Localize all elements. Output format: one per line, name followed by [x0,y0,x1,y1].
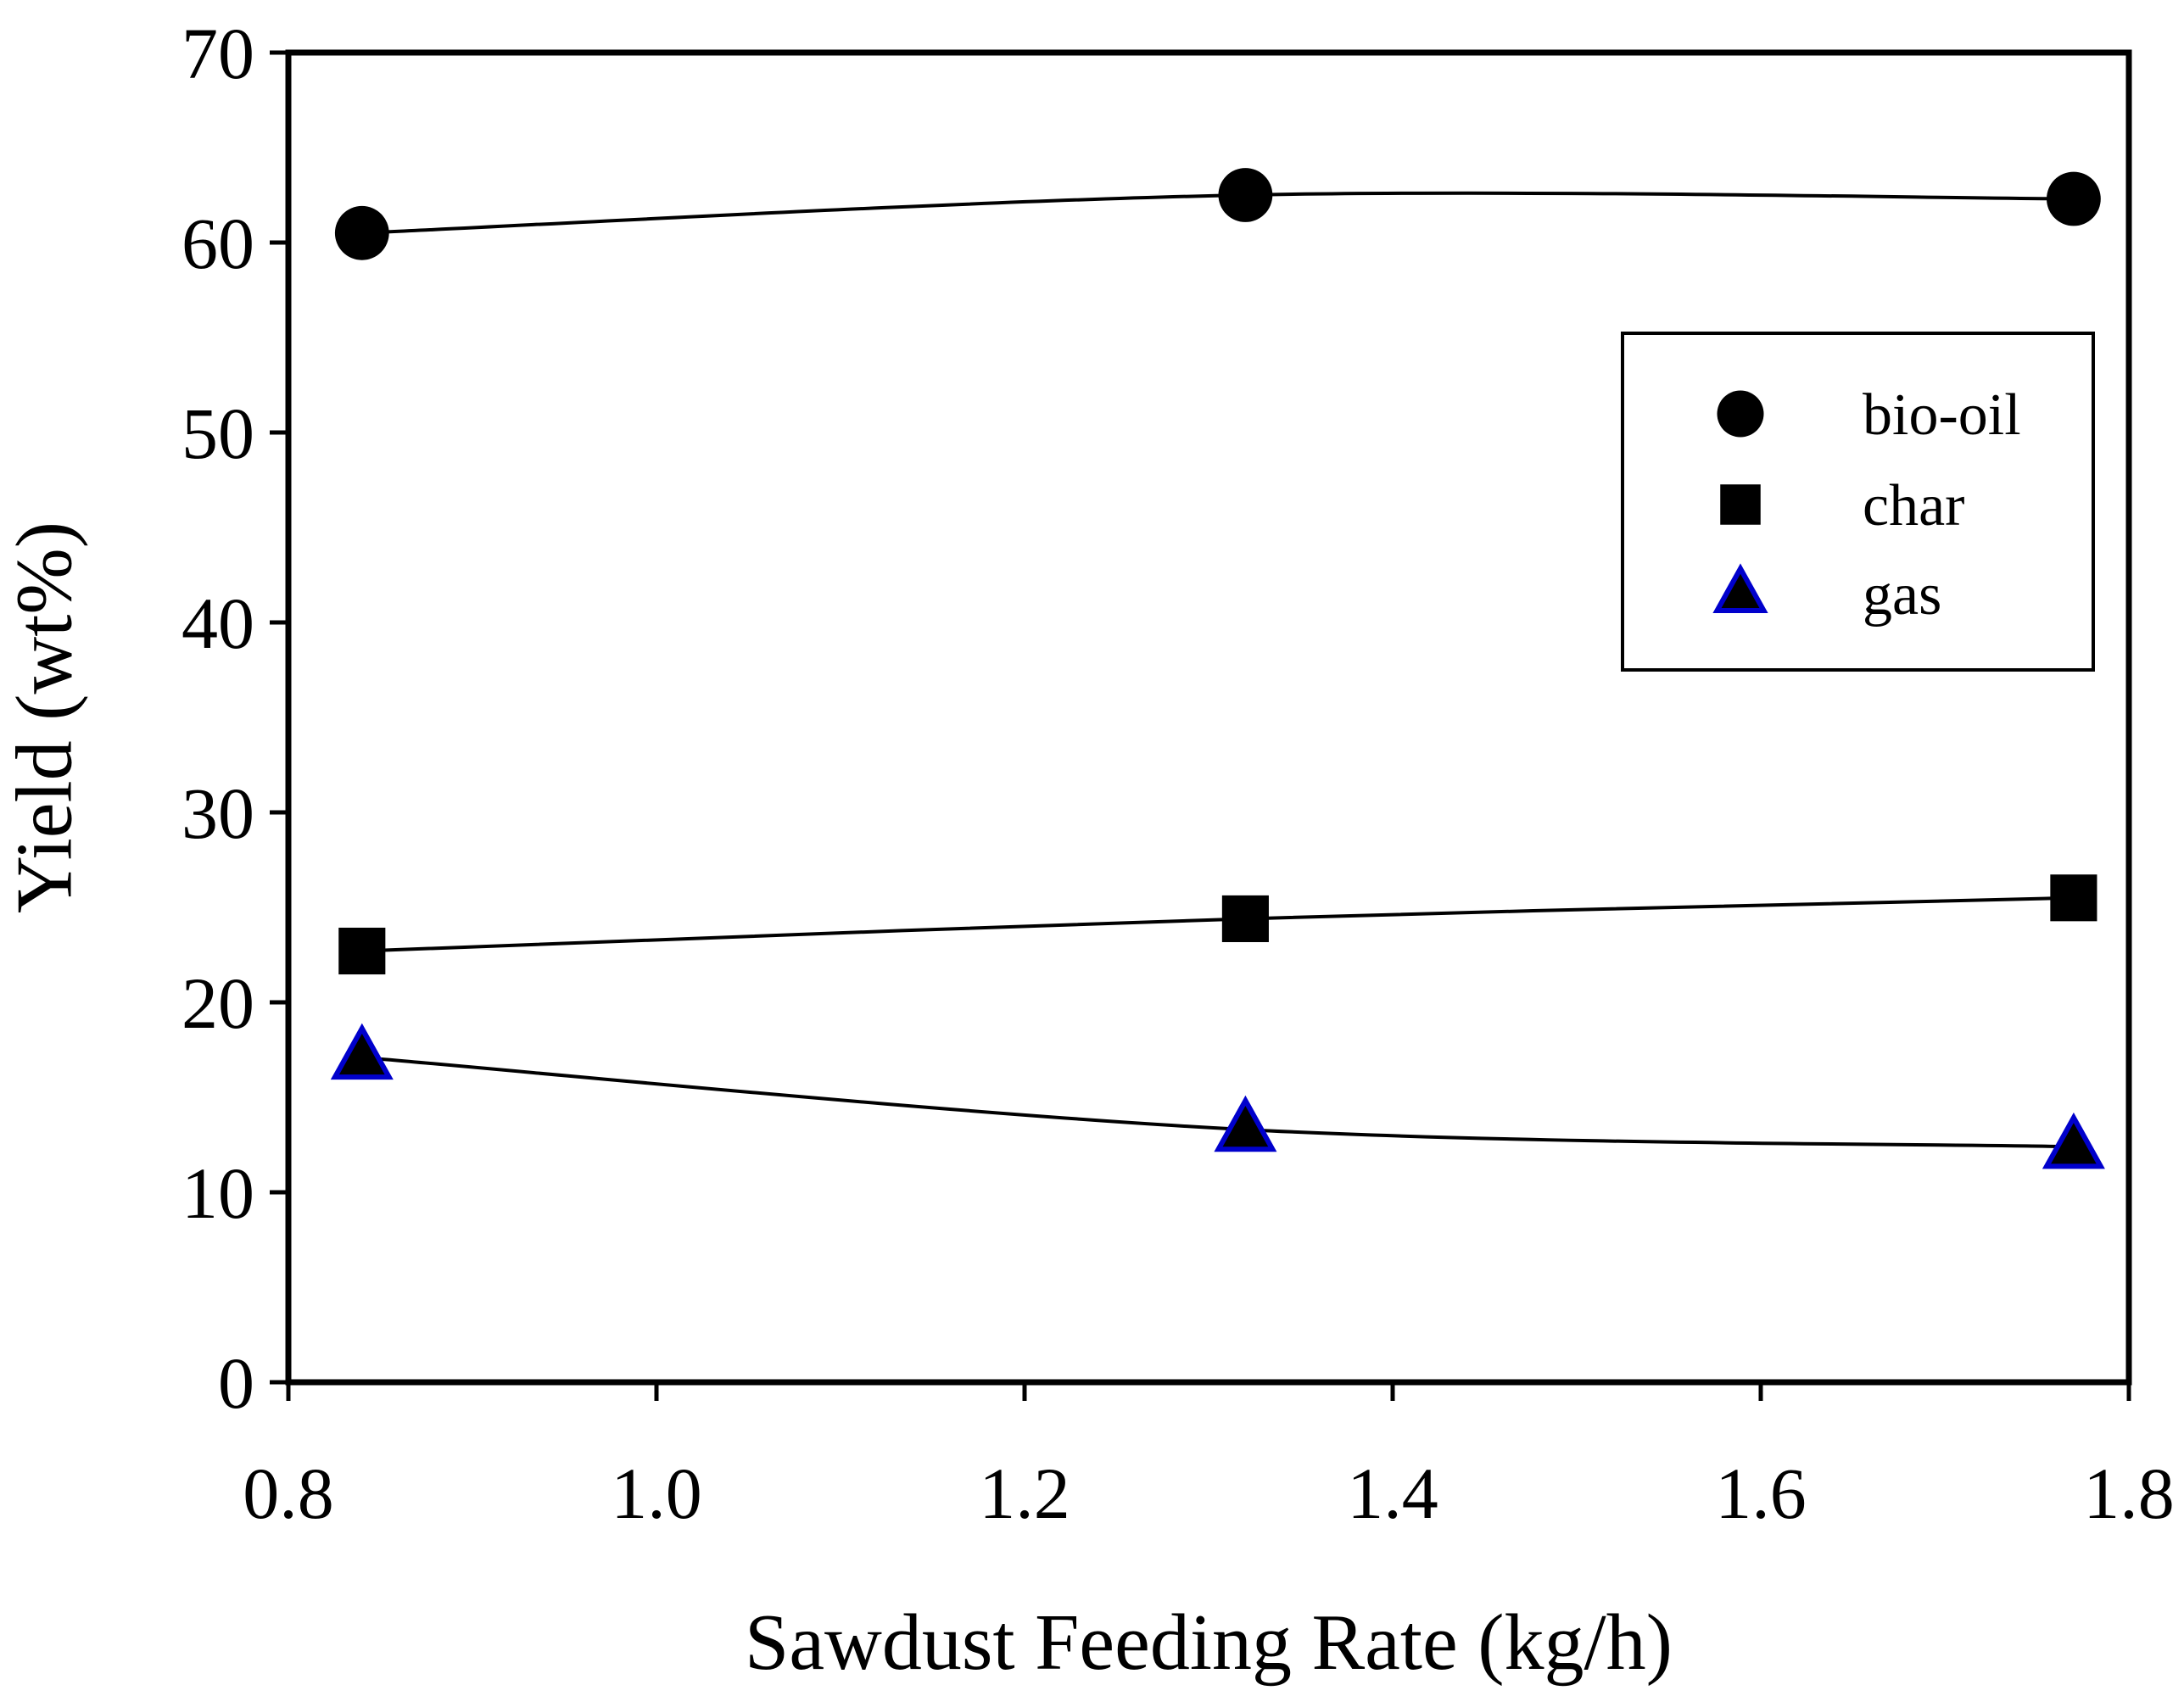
char-point-2 [2050,874,2097,922]
x-tick-label-1.8: 1.8 [2083,1453,2175,1534]
x-tick-label-1.4: 1.4 [1347,1453,1438,1534]
markers [330,168,2105,1169]
y-tick-label-50: 50 [182,393,254,474]
x-tick-label-0.8: 0.8 [243,1453,334,1534]
y-tick-label-30: 30 [182,773,254,854]
char-point-1 [1221,895,1269,942]
gas-point-1 [1214,1095,1277,1152]
legend-label-char: char [1863,473,1964,538]
legend-marker-char [1720,484,1761,525]
legend: bio-oil char gas [1621,332,2095,672]
gas-point-2 [2042,1112,2105,1169]
y-axis-title: Yield (wt%) [1,522,89,913]
y-tick-label-40: 40 [182,583,254,664]
y-tick-label-70: 70 [182,13,254,94]
x-tick-label-1.0: 1.0 [611,1453,702,1534]
legend-label-gas: gas [1863,562,1941,628]
y-tick-label-60: 60 [182,203,254,284]
bio-oil-line [361,191,2074,235]
bio-oil-point-0 [334,205,389,260]
legend-label-bio-oil: bio-oil [1863,382,2021,448]
x-tick-label-1.2: 1.2 [979,1453,1070,1534]
plot-frame [285,49,2132,1386]
x-axis-title: Sawdust Feeding Rate (kg/h) [745,1598,1673,1687]
x-tick-label-1.6: 1.6 [1715,1453,1807,1534]
y-tick-label-0: 0 [218,1342,254,1424]
gas-line [361,1055,2074,1149]
bio-oil-point-2 [2047,171,2101,226]
gas-point-0 [330,1023,394,1080]
y-tick-label-10: 10 [182,1152,254,1234]
char-line [361,895,2074,953]
char-point-0 [338,927,386,975]
legend-marker-gas [1712,563,1768,613]
y-tick-label-20: 20 [182,962,254,1044]
bio-oil-point-1 [1218,168,1273,222]
legend-box [1621,332,2095,672]
legend-marker-bio-oil [1717,390,1764,438]
axes: 0 10 20 30 40 50 60 70 0.8 1.0 1.2 1.4 1.6 1.8 [182,13,2175,1534]
